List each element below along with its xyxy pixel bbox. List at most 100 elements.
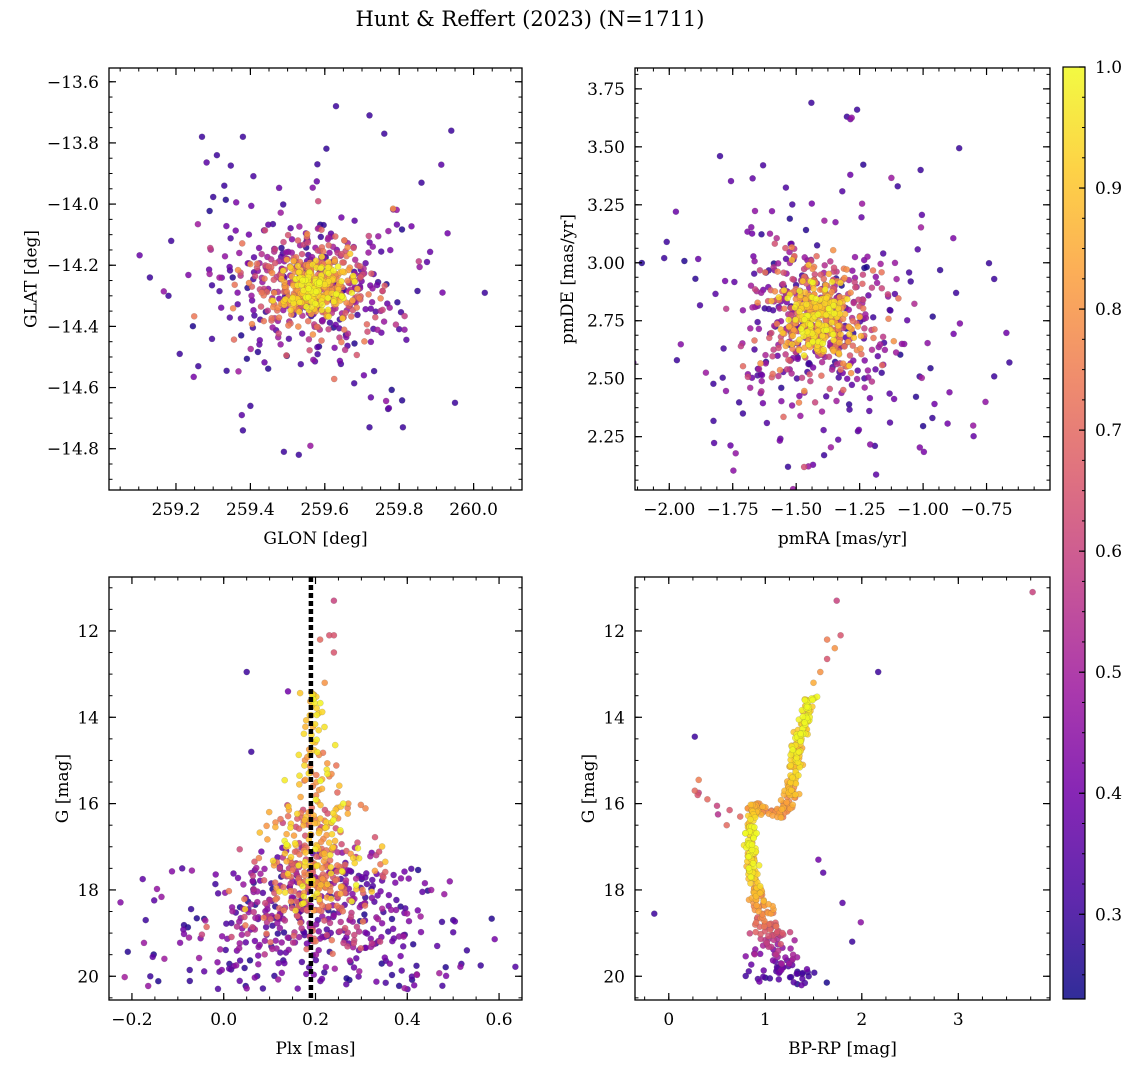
data-point (950, 330, 957, 338)
data-point (860, 161, 867, 168)
data-point (214, 985, 222, 993)
data-point (250, 254, 258, 261)
data-point (165, 292, 172, 300)
data-point (236, 846, 243, 853)
x-axis-label: GLON [deg] (263, 529, 367, 549)
data-point (775, 976, 783, 983)
data-point (146, 274, 154, 281)
data-point (448, 127, 455, 134)
x-axis-label: Plx [mas] (275, 1039, 355, 1059)
data-point (297, 360, 305, 368)
data-point (786, 974, 794, 981)
data-point (811, 399, 819, 406)
data-point (218, 966, 226, 974)
data-point (296, 851, 303, 858)
data-point (812, 295, 820, 303)
data-point (314, 197, 322, 205)
data-point (267, 256, 275, 263)
data-point (312, 288, 320, 295)
data-point (795, 748, 803, 756)
data-point (401, 312, 408, 320)
data-point (276, 864, 284, 872)
data-point (294, 985, 301, 992)
data-point (222, 196, 230, 204)
data-point (397, 308, 405, 316)
data-point (797, 738, 804, 745)
data-point (891, 259, 899, 267)
data-point (251, 974, 259, 981)
data-point (409, 941, 417, 948)
data-point (241, 895, 248, 903)
y-tick-label: 3.75 (587, 80, 625, 100)
data-point (313, 771, 320, 779)
data-point (296, 299, 303, 306)
data-point (850, 299, 857, 307)
data-point (820, 346, 827, 353)
data-point (828, 366, 836, 373)
data-point (362, 929, 369, 936)
data-point (803, 703, 811, 711)
panels: 259.2 259.4 259.6 259.8 260.0 −14.8 −14.6 −14.4… (22, 67, 1051, 1059)
data-point (694, 255, 702, 263)
data-point (853, 106, 861, 113)
data-point (400, 933, 407, 940)
data-point (780, 287, 788, 294)
data-point (759, 399, 767, 407)
data-point (338, 278, 345, 285)
data-point (774, 260, 782, 267)
data-point (279, 201, 287, 208)
data-point (795, 772, 802, 779)
data-point (827, 258, 834, 265)
data-point (878, 269, 885, 276)
data-point (777, 814, 785, 821)
data-point (751, 346, 758, 353)
data-point (382, 868, 389, 876)
data-point (321, 679, 328, 687)
data-point (299, 277, 306, 284)
data-point (298, 250, 306, 258)
data-point (255, 244, 263, 252)
data-point (249, 872, 257, 880)
data-point (377, 248, 385, 255)
data-point (769, 370, 776, 378)
data-point (893, 275, 900, 283)
data-point (269, 857, 277, 865)
data-point (917, 166, 924, 174)
data-point (358, 873, 366, 881)
data-point (845, 362, 853, 370)
data-point (274, 930, 282, 937)
data-point (324, 264, 332, 271)
data-point (839, 188, 846, 195)
y-tick-label: 3.50 (587, 138, 625, 158)
data-point (788, 402, 796, 409)
data-point (212, 871, 219, 878)
data-point (270, 289, 278, 296)
data-point (446, 878, 454, 885)
data-point (121, 973, 128, 981)
data-point (185, 271, 192, 279)
y-tick-label: −14.6 (47, 379, 99, 399)
data-point (303, 230, 311, 238)
x-tick-label: 0.6 (486, 1010, 513, 1030)
data-point (837, 331, 844, 338)
data-point (261, 951, 268, 958)
data-point (278, 939, 285, 946)
data-point (287, 224, 294, 232)
y-tick-label: 20 (77, 967, 99, 987)
data-point (789, 951, 797, 958)
data-point (805, 359, 813, 367)
data-point (393, 896, 400, 904)
x-tick-label: −1.75 (707, 500, 759, 520)
data-point (410, 982, 418, 989)
data-point (857, 919, 865, 926)
data-point (333, 290, 340, 298)
data-point (223, 367, 230, 375)
data-point (757, 360, 764, 367)
data-point (744, 228, 751, 235)
data-point (285, 322, 292, 329)
data-point (802, 226, 810, 234)
data-point (301, 816, 308, 824)
data-point (319, 902, 326, 909)
data-point (389, 205, 397, 212)
data-point (776, 366, 784, 374)
